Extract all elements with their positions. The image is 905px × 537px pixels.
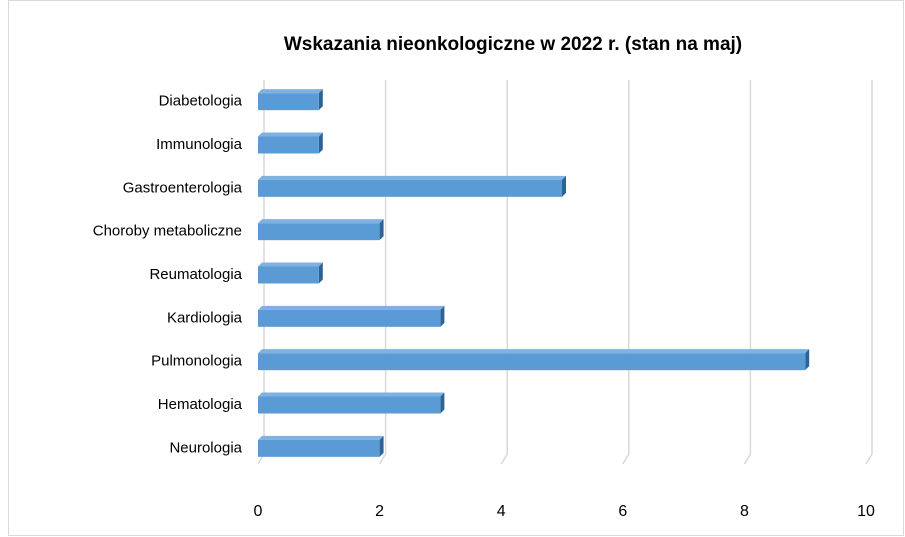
y-tick-label: Hematologia	[158, 396, 243, 413]
y-tick-label: Pulmonologia	[151, 353, 243, 370]
bar-top	[258, 392, 445, 397]
bar-side	[318, 132, 323, 154]
bar-top	[258, 349, 810, 354]
y-tick-label: Gastroenterologia	[123, 179, 243, 196]
x-tick-label: 0	[254, 503, 263, 520]
bar-top	[258, 175, 566, 180]
bar-top	[258, 305, 445, 310]
bar	[258, 136, 319, 154]
bar-top	[258, 132, 323, 137]
bar	[258, 93, 319, 111]
bar-top	[258, 89, 323, 94]
bar-side	[379, 219, 384, 241]
bar-top	[258, 435, 384, 440]
bar-top	[258, 262, 323, 267]
bar-side	[379, 435, 384, 457]
chart-title: Wskazania nieonkologiczne w 2022 r. (sta…	[284, 34, 742, 55]
bar-side	[440, 305, 445, 327]
x-tick-label: 2	[375, 503, 384, 520]
grid-line	[378, 80, 387, 465]
x-tick-label: 10	[857, 503, 875, 520]
y-tick-label: Immunologia	[156, 136, 243, 153]
bar	[258, 223, 380, 241]
bar-side	[318, 89, 323, 111]
bar-side	[440, 392, 445, 414]
x-tick-label: 6	[618, 503, 627, 520]
bar	[258, 179, 562, 197]
x-tick-label: 4	[497, 503, 506, 520]
bar-side	[805, 349, 810, 371]
bar-side	[562, 175, 566, 197]
chart-frame	[8, 0, 904, 536]
grid-line	[500, 80, 508, 465]
y-tick-label: Reumatologia	[149, 266, 242, 283]
bar	[258, 439, 380, 457]
grid-line	[743, 80, 752, 465]
y-tick-label: Neurologia	[169, 439, 242, 456]
bar	[258, 266, 319, 284]
x-tick-label: 8	[740, 503, 749, 520]
y-tick-label: Diabetologia	[159, 93, 243, 110]
grid-line	[622, 80, 630, 465]
bar	[258, 353, 806, 371]
bar	[258, 309, 441, 327]
bar-side	[318, 262, 323, 284]
bar-top	[258, 219, 384, 224]
grid-line	[865, 80, 873, 465]
bar	[258, 396, 441, 414]
y-tick-label: Choroby metaboliczne	[93, 223, 242, 240]
y-tick-label: Kardiologia	[167, 309, 243, 326]
